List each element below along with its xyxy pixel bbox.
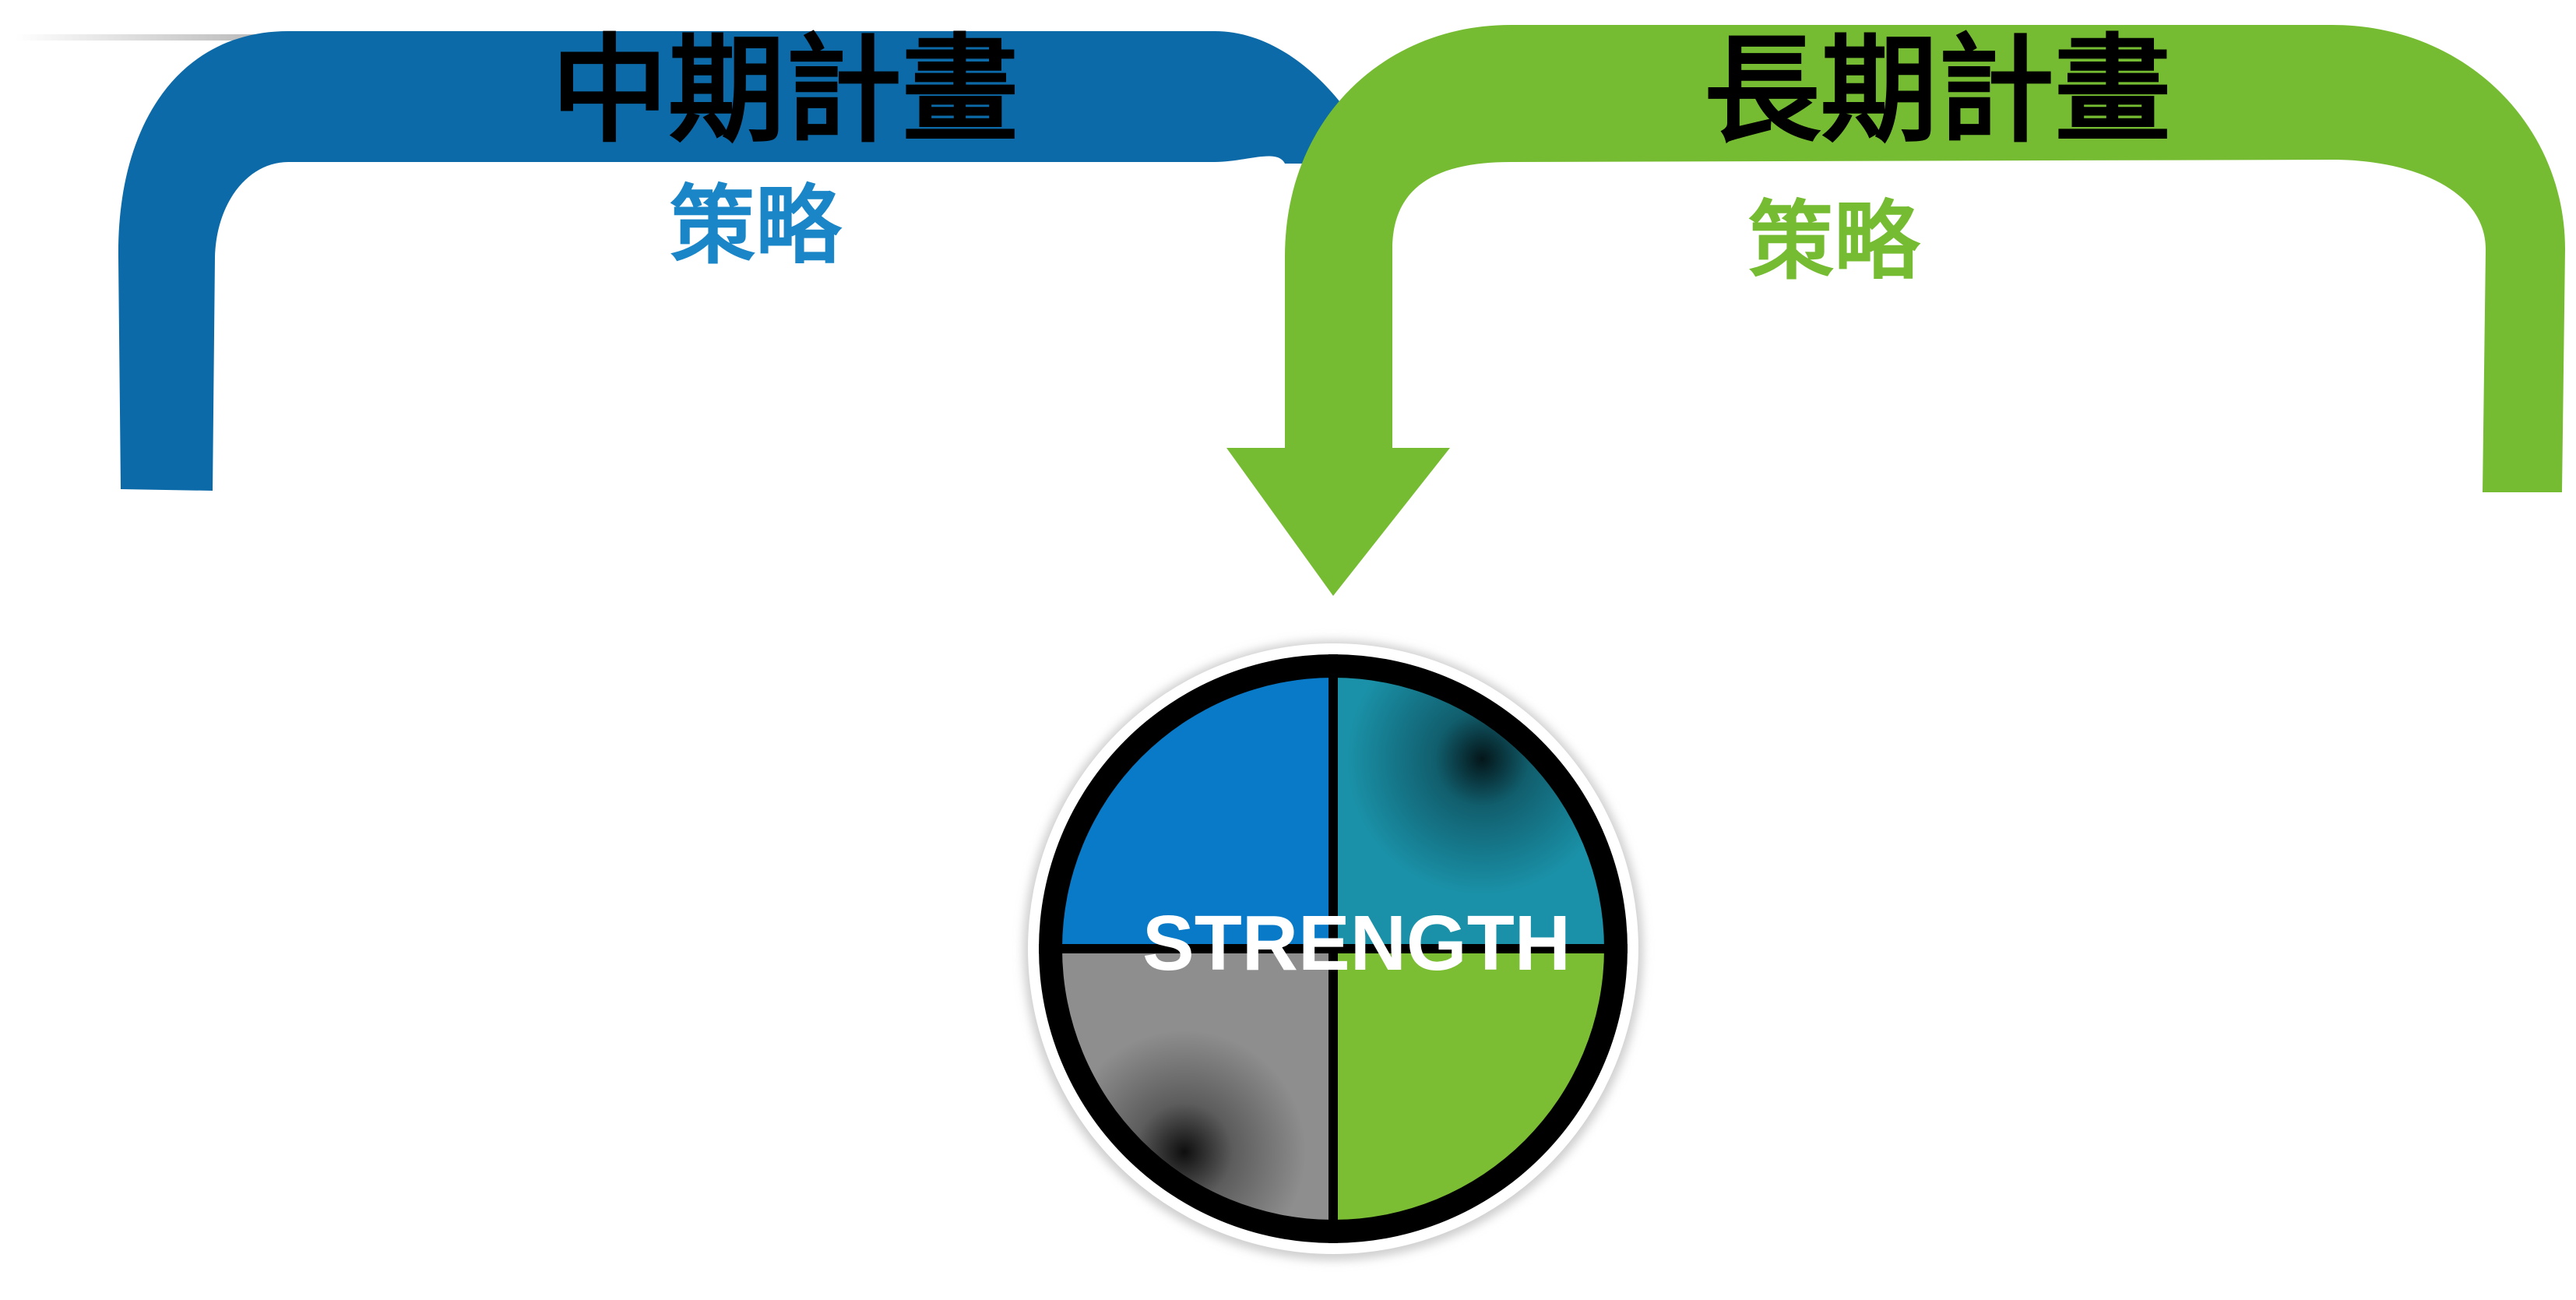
strength-circle: STRENGTH (1023, 640, 1643, 1260)
mid-term-plan-title: 中期計畫 (551, 23, 1019, 159)
long-term-plan-arch (1285, 25, 2565, 492)
horizontal-divider (1039, 944, 1628, 953)
mid-term-plan-arch (118, 31, 1377, 491)
long-term-strategy-label: 策略 (1748, 192, 1921, 291)
long-term-arrow-head (1226, 448, 1450, 596)
strength-label: STRENGTH (1142, 900, 1571, 987)
quadrant-bottom-left-shade (1062, 949, 1333, 1220)
long-term-plan-title: 長期計畫 (1704, 23, 2171, 159)
mid-term-strategy-label: 策略 (670, 176, 843, 276)
quadrant-bottom-right (1333, 949, 1604, 1220)
